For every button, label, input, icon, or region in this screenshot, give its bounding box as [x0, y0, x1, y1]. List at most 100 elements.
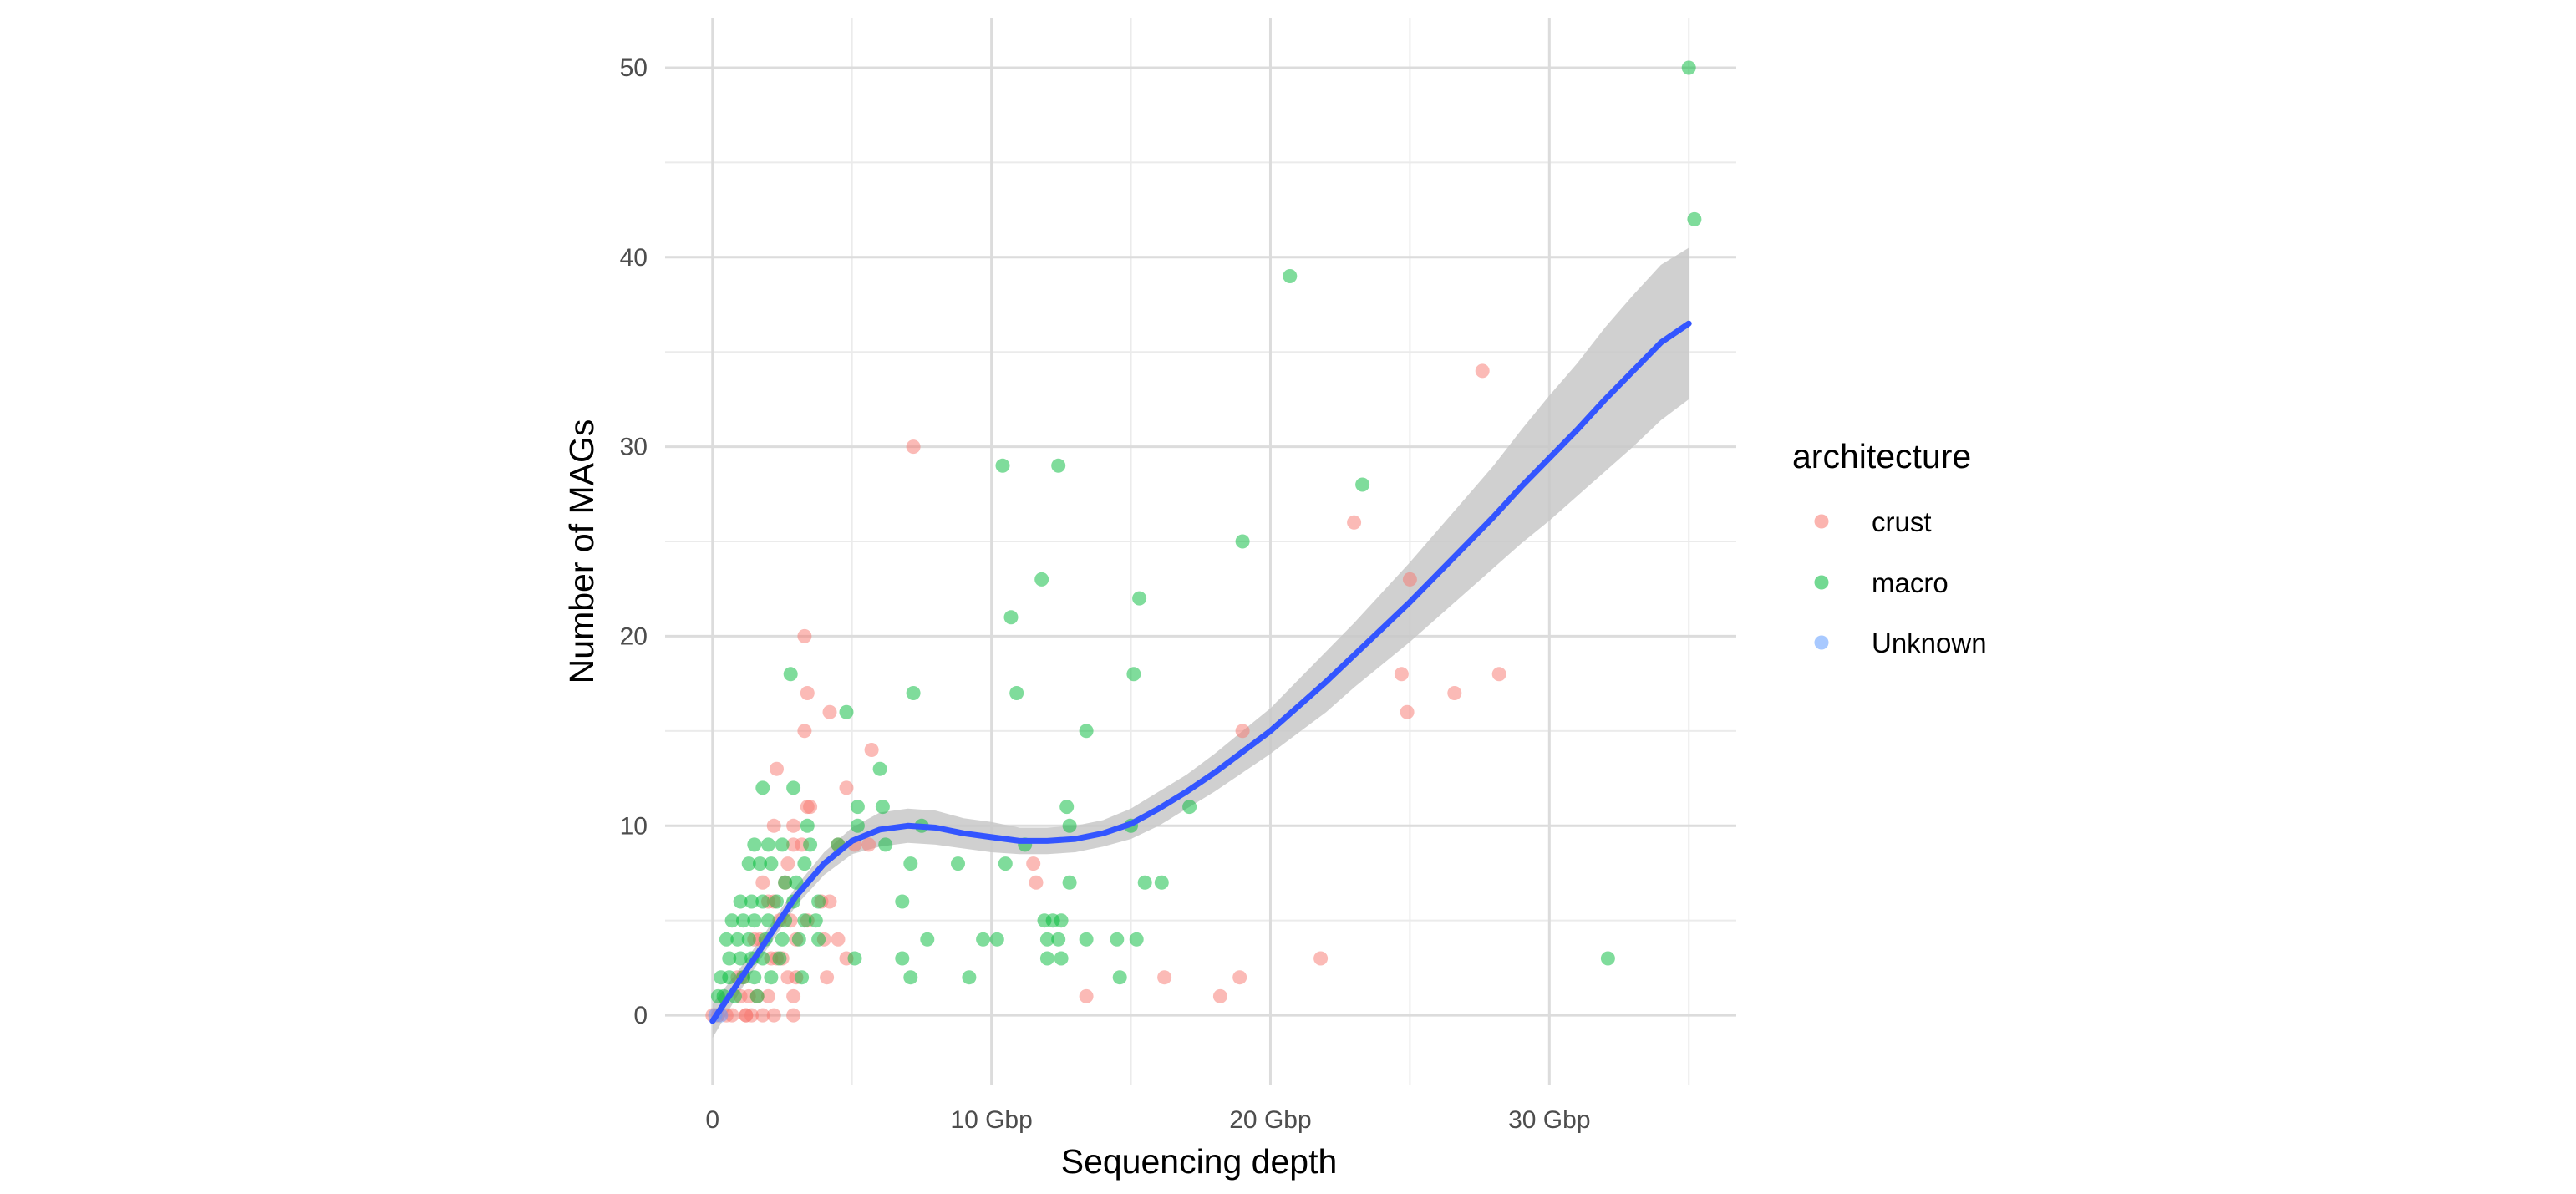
data-point-macro — [744, 894, 759, 909]
grid-minor — [665, 18, 1736, 1085]
y-axis-tick-labels: 0 10 20 30 40 50 — [620, 54, 648, 1029]
data-point-macro — [783, 667, 798, 682]
grid-major — [665, 18, 1736, 1085]
data-point-crust — [1475, 363, 1490, 379]
data-point-macro — [1051, 458, 1066, 473]
data-point-crust — [739, 1008, 754, 1023]
data-point-macro — [786, 780, 801, 795]
legend-label-crust: crust — [1872, 506, 1932, 537]
data-point-crust — [839, 780, 854, 795]
data-point-macro — [1182, 800, 1197, 815]
legend-label-macro: macro — [1872, 567, 1949, 598]
data-point-crust — [1491, 667, 1506, 682]
data-point-macro — [1039, 951, 1054, 966]
confidence-band — [712, 247, 1689, 1039]
data-point-macro — [1054, 913, 1069, 928]
data-point-crust — [803, 800, 818, 815]
data-point-macro — [753, 856, 767, 871]
data-point-macro — [895, 951, 910, 966]
data-point-macro — [811, 932, 826, 947]
data-point-crust — [1235, 724, 1250, 739]
data-point-macro — [761, 913, 775, 928]
data-point-crust — [864, 743, 879, 757]
data-point-macro — [1003, 610, 1019, 625]
legend-key-macro — [1814, 575, 1829, 590]
data-point-crust — [800, 686, 815, 700]
data-point-macro — [770, 894, 784, 909]
data-point-macro — [741, 856, 756, 871]
legend-key-crust — [1814, 514, 1829, 529]
data-point-macro — [1126, 667, 1141, 682]
data-point-crust — [755, 875, 770, 890]
data-point-macro — [800, 818, 815, 833]
y-tick-label: 40 — [620, 244, 648, 272]
legend-item-unknown: Unknown — [1814, 627, 1987, 658]
data-point-macro — [1235, 534, 1250, 549]
data-point-macro — [791, 932, 806, 947]
data-point-macro — [1687, 211, 1702, 226]
data-point-macro — [1355, 477, 1370, 492]
data-point-macro — [811, 894, 826, 909]
legend-item-macro: macro — [1814, 567, 1949, 598]
trend-line — [709, 320, 1692, 1024]
legend: architecture crust macro Unknown — [1792, 437, 1987, 658]
data-point-macro — [797, 856, 812, 871]
data-point-macro — [875, 800, 890, 815]
legend-label-unknown: Unknown — [1872, 627, 1987, 658]
data-point-macro — [1062, 875, 1077, 890]
y-tick-label: 10 — [620, 812, 648, 840]
data-point-crust — [786, 818, 801, 833]
data-point-crust — [755, 1008, 770, 1023]
data-point-macro — [878, 837, 893, 852]
data-point-crust — [1029, 875, 1044, 890]
data-point-macro — [1079, 932, 1094, 947]
data-point-macro — [962, 970, 977, 985]
y-tick-label: 30 — [620, 434, 648, 461]
data-point-macro — [764, 970, 779, 985]
data-point-macro — [1051, 932, 1066, 947]
data-point-macro — [850, 800, 865, 815]
data-point-macro — [719, 932, 734, 947]
legend-item-crust: crust — [1814, 506, 1932, 537]
data-point-macro — [730, 932, 745, 947]
data-point-macro — [1062, 818, 1077, 833]
data-point-macro — [895, 894, 910, 909]
x-tick-label: 0 — [705, 1106, 719, 1134]
data-point-crust — [906, 439, 921, 455]
data-point-macro — [775, 837, 790, 852]
data-point-macro — [747, 913, 762, 928]
data-point-macro — [995, 458, 1010, 473]
legend-key-unknown — [1814, 635, 1829, 650]
data-point-macro — [1110, 932, 1125, 947]
data-point-macro — [789, 875, 804, 890]
data-point-macro — [1112, 970, 1127, 985]
data-point-crust — [822, 704, 837, 719]
smooth-line — [709, 320, 1692, 1024]
data-point-macro — [872, 761, 887, 776]
data-point-crust — [780, 856, 795, 871]
data-point-crust — [1212, 988, 1227, 1003]
data-point-crust — [1079, 988, 1094, 1003]
data-point-crust — [1394, 667, 1409, 682]
data-point-crust — [1313, 951, 1329, 966]
data-point-macro — [906, 686, 921, 700]
data-point-crust — [724, 1008, 739, 1023]
data-point-macro — [1034, 572, 1049, 587]
data-point-macro — [903, 970, 918, 985]
data-point-crust — [831, 932, 846, 947]
data-point-macro — [1137, 875, 1152, 890]
data-point-crust — [1400, 704, 1415, 719]
data-point-crust — [797, 724, 812, 739]
legend-title: architecture — [1792, 437, 1971, 475]
data-point-crust — [761, 988, 775, 1003]
data-point-macro — [1681, 60, 1696, 75]
data-point-macro — [1079, 724, 1094, 739]
data-point-crust — [820, 970, 835, 985]
data-point-macro — [772, 951, 787, 966]
data-point-crust — [766, 1008, 781, 1023]
data-point-macro — [797, 913, 812, 928]
data-point-macro — [733, 894, 748, 909]
series-macro — [710, 60, 1702, 1003]
data-point-macro — [747, 837, 762, 852]
data-point-macro — [764, 856, 779, 871]
